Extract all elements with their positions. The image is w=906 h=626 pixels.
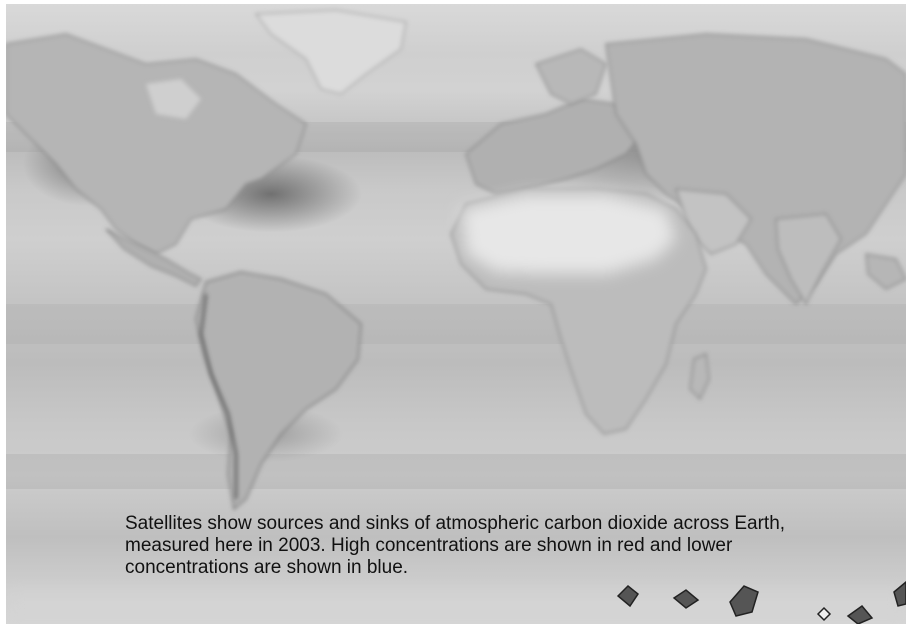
india — [775, 213, 842, 306]
southeast-asia-islands — [865, 253, 906, 290]
madagascar — [689, 353, 710, 400]
low-concentration-patches — [616, 581, 906, 624]
map-caption: Satellites show sources and sinks of atm… — [125, 513, 786, 578]
world-co2-map: Satellites show sources and sinks of atm… — [6, 4, 906, 624]
world-map-graphic — [6, 9, 906, 624]
north-america — [6, 33, 307, 255]
central-america — [105, 228, 202, 287]
sahara — [461, 194, 676, 274]
andes-ridge — [199, 293, 238, 499]
greenland — [255, 9, 407, 95]
antarctic-band — [6, 589, 906, 624]
hudson-bay — [146, 79, 201, 119]
europe — [465, 98, 647, 195]
scandinavia — [535, 48, 607, 105]
